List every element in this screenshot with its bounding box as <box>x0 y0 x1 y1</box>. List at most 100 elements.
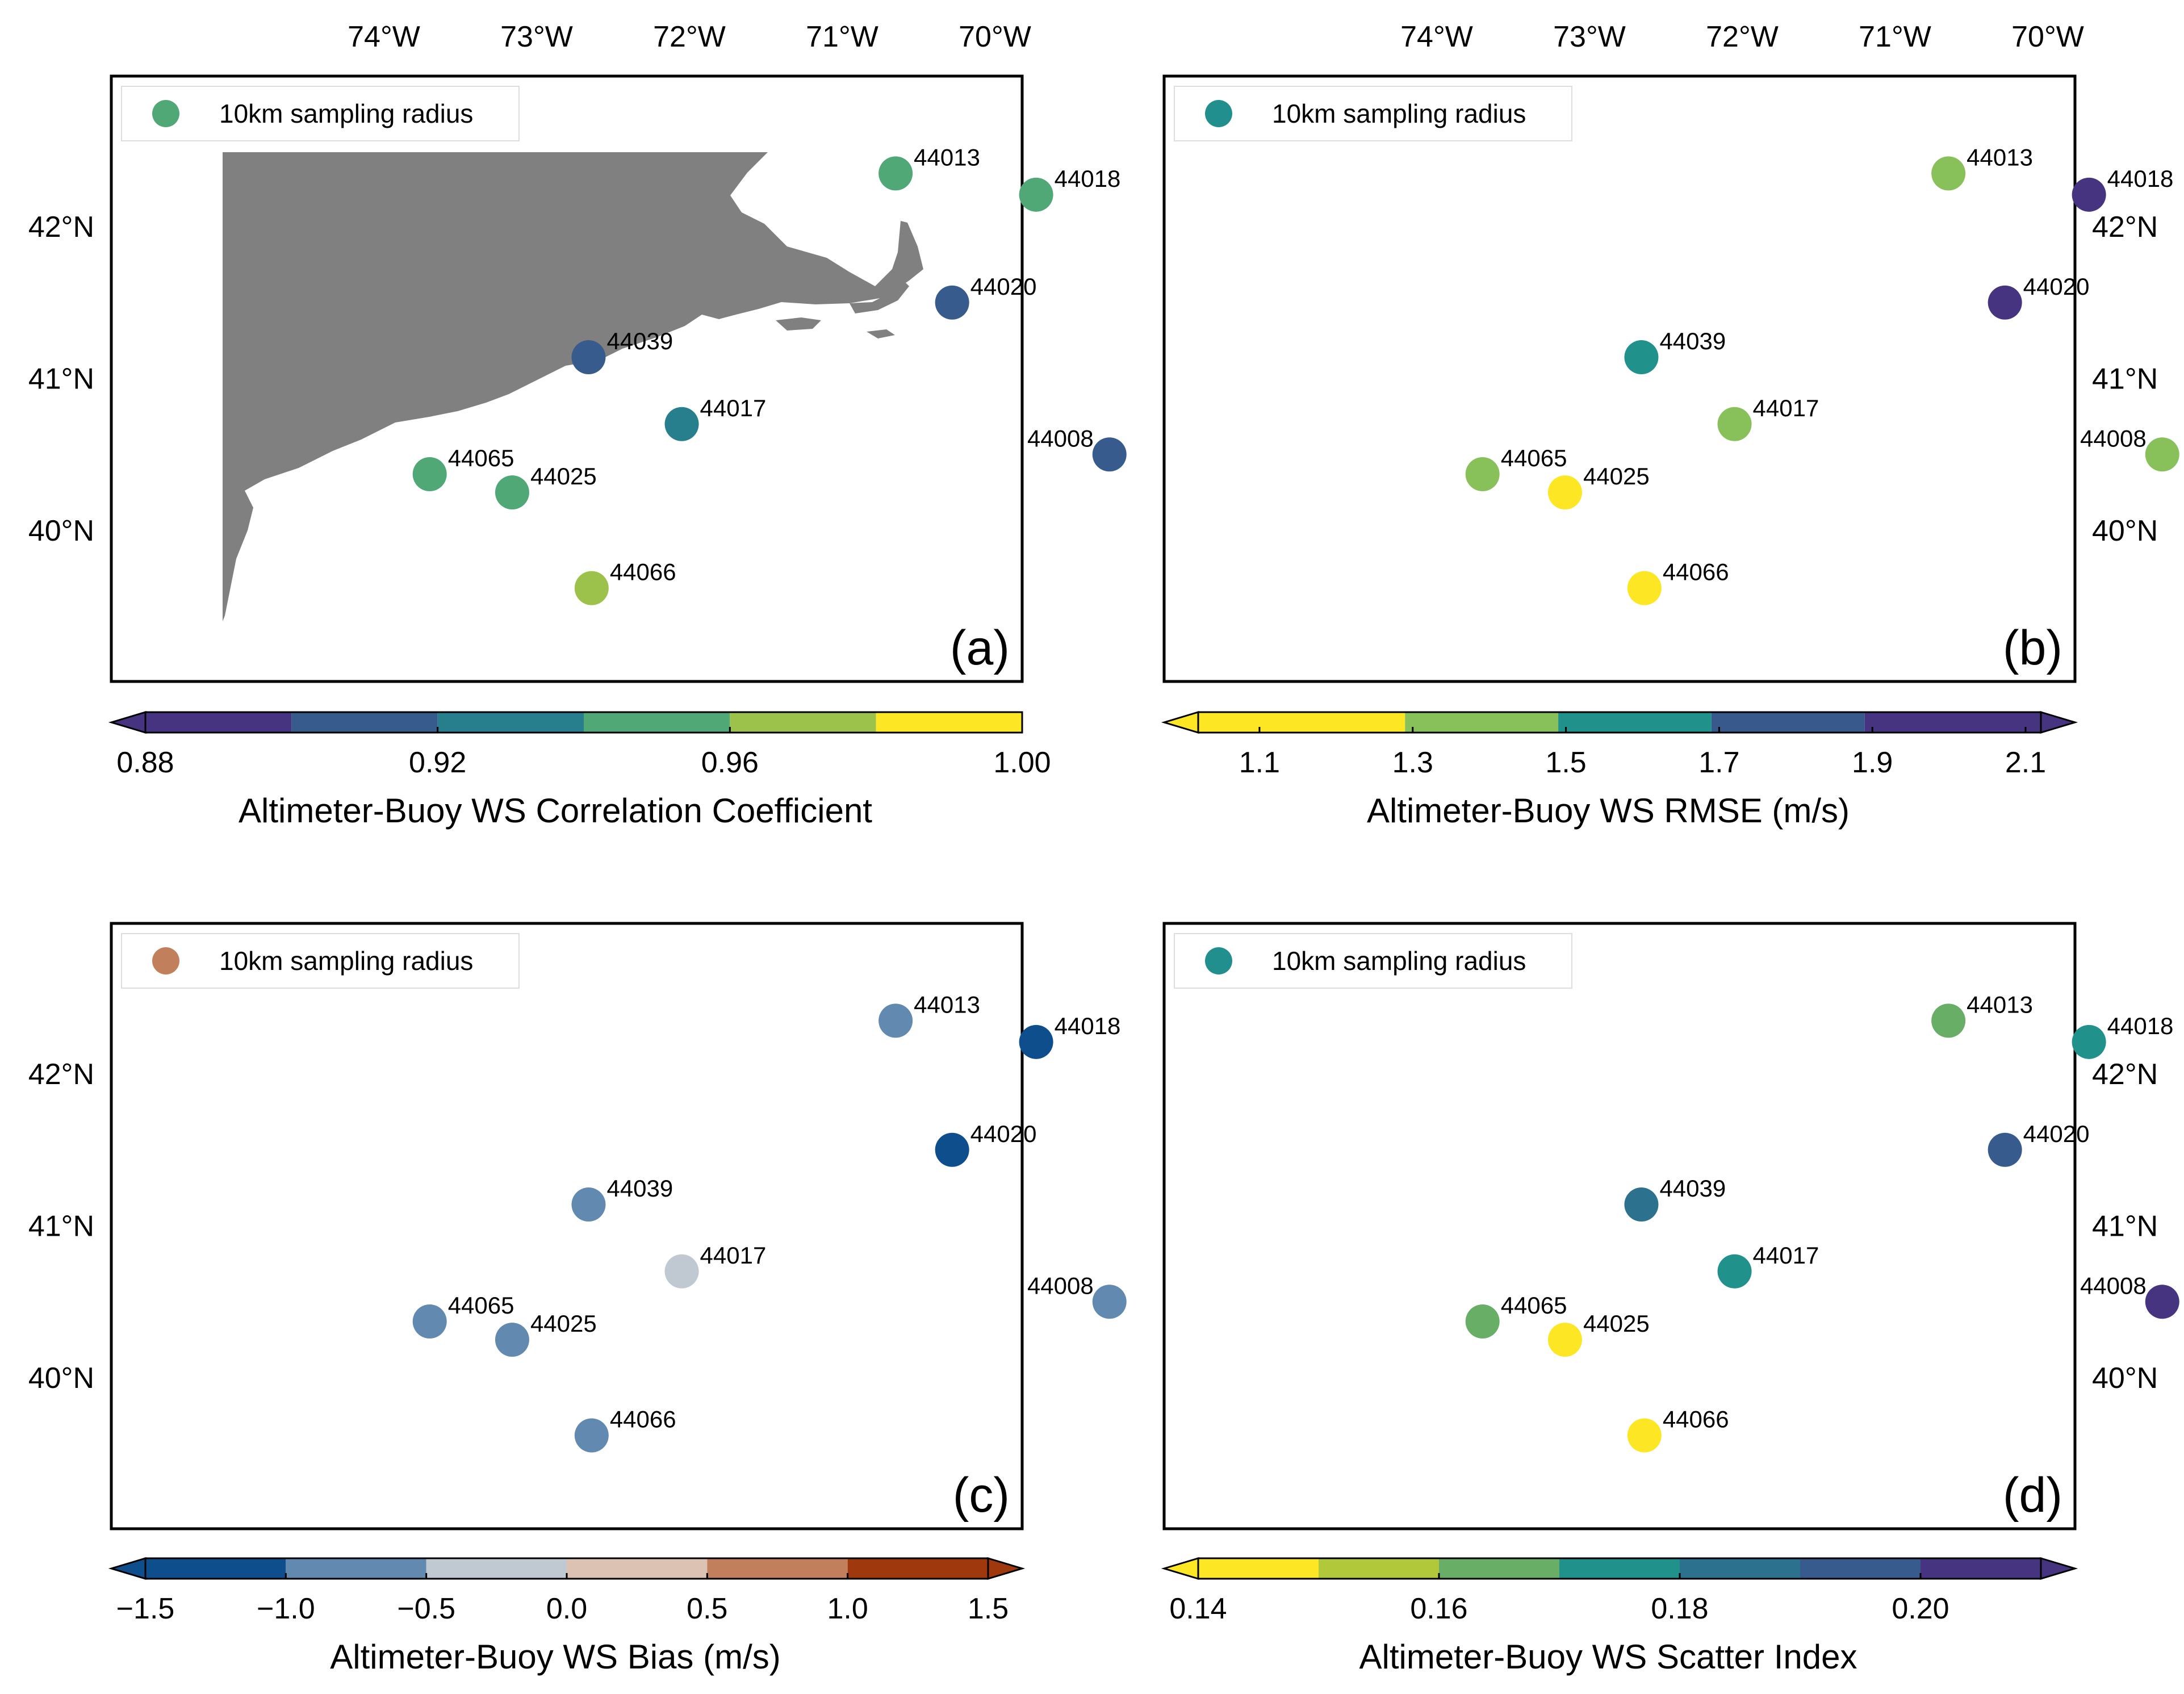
station-marker-44017 <box>1717 1254 1752 1289</box>
station-marker-44017 <box>664 407 699 441</box>
colorbar-tick-label: 1.3 <box>1392 746 1433 779</box>
colorbar: 0.14 0.16 0.18 0.20 Altimeter-Buoy WS Scatte… <box>1161 1557 2078 1676</box>
lat-tick-label: 40°N <box>2092 1362 2158 1395</box>
colorbar-label: Altimeter-Buoy WS Correlation Coefficien… <box>239 792 872 830</box>
station-marker-44065 <box>1465 1304 1500 1339</box>
lon-tick-label: 70°W <box>959 20 1031 53</box>
station-marker-44013 <box>1931 156 1966 191</box>
legend: 10km sampling radius <box>1174 933 1572 989</box>
map-frame <box>110 74 1024 683</box>
station-marker-44013 <box>1931 1003 1966 1038</box>
colorbar-bin <box>584 712 730 733</box>
station-label-44008: 44008 <box>2080 1272 2147 1299</box>
colorbar-bin <box>1800 1558 1921 1579</box>
station-label-44008: 44008 <box>1027 425 1094 451</box>
legend-label: 10km sampling radius <box>219 946 473 976</box>
colorbar-bin <box>876 712 1022 733</box>
station-label-44018: 44018 <box>2107 1013 2174 1039</box>
colorbar-tick-label: 0.18 <box>1651 1592 1708 1625</box>
lon-tick-label: 74°W <box>348 20 420 53</box>
colorbar-bin <box>567 1558 708 1579</box>
station-label-44013: 44013 <box>914 144 980 170</box>
lat-tick-label: 42°N <box>28 211 94 244</box>
colorbar-tick-label: −0.5 <box>397 1592 455 1625</box>
colorbar-tick-label: 0.92 <box>409 746 466 779</box>
legend-label: 10km sampling radius <box>1272 99 1526 128</box>
station-label-44018: 44018 <box>1055 1013 1121 1039</box>
station-label-44039: 44039 <box>1659 328 1726 354</box>
colorbar-bin <box>1439 1558 1559 1579</box>
station-marker-44065 <box>412 457 447 492</box>
station-marker-44020 <box>1988 1132 2022 1167</box>
colorbar-bin <box>437 712 584 733</box>
panel-label: (d) <box>2003 1468 2062 1522</box>
lat-tick-label: 40°N <box>2092 515 2158 547</box>
station-marker-44025 <box>1547 1323 1582 1357</box>
colorbar-extend-min <box>108 1557 147 1580</box>
colorbar-tick-label: −1.5 <box>116 1592 175 1625</box>
lon-tick-label: 74°W <box>1400 20 1473 53</box>
lat-tick-label: 40°N <box>28 1362 94 1395</box>
station-label-44018: 44018 <box>2107 165 2174 192</box>
station-marker-44008 <box>1092 437 1127 472</box>
station-label-44025: 44025 <box>1583 1310 1650 1337</box>
lon-tick-label: 71°W <box>1859 20 1931 53</box>
colorbar-tick-label: 0.88 <box>116 746 174 779</box>
colorbar-label: Altimeter-Buoy WS RMSE (m/s) <box>1367 792 1850 830</box>
colorbar-tick-label: 0.5 <box>687 1592 727 1625</box>
station-label-44020: 44020 <box>2023 273 2090 300</box>
lat-tick-label: 41°N <box>2092 363 2158 396</box>
station-label-44013: 44013 <box>914 991 980 1018</box>
map-panel-b: 74°W 73°W 72°W 71°W 70°W 40°N 41°N 42°N 10km sam… <box>1161 20 2179 830</box>
legend-marker <box>152 947 179 974</box>
station-marker-44066 <box>574 1418 609 1453</box>
lat-tick-label: 42°N <box>28 1058 94 1091</box>
panels: 74°W 73°W 72°W 71°W 70°W 40°N 41°N 42°N 10km sam… <box>28 20 2179 1676</box>
ocean <box>1164 923 2075 1529</box>
colorbar-bin <box>145 1558 286 1579</box>
station-label-44025: 44025 <box>1583 463 1650 490</box>
legend-marker <box>152 100 179 127</box>
station-label-44039: 44039 <box>606 1175 673 1202</box>
lon-tick-label: 73°W <box>1553 20 1626 53</box>
station-marker-44025 <box>1547 475 1582 510</box>
ocean <box>111 923 1022 1529</box>
colorbar-bin <box>145 712 292 733</box>
legend-label: 10km sampling radius <box>1272 946 1526 976</box>
station-label-44039: 44039 <box>1659 1175 1726 1202</box>
colorbar-tick-label: −1.0 <box>257 1592 315 1625</box>
station-label-44013: 44013 <box>1967 144 2033 170</box>
map-frame <box>110 922 1024 1530</box>
lon-tick-label: 70°W <box>2011 20 2084 53</box>
station-label-44066: 44066 <box>1663 1406 1729 1433</box>
station-marker-44066 <box>1627 1418 1662 1453</box>
colorbar-label: Altimeter-Buoy WS Bias (m/s) <box>330 1638 780 1676</box>
legend: 10km sampling radius <box>121 86 520 141</box>
station-marker-44008 <box>2145 437 2179 472</box>
lat-tick-label: 41°N <box>28 363 94 396</box>
colorbar-extend-min <box>108 710 147 734</box>
ocean <box>1164 76 2075 681</box>
station-label-44065: 44065 <box>448 1292 514 1319</box>
colorbar-bin <box>1921 1558 2041 1579</box>
colorbar-bin <box>1319 1558 1439 1579</box>
panel-label: (b) <box>2003 621 2062 675</box>
station-marker-44013 <box>878 1003 913 1038</box>
colorbar-extend-min <box>1161 710 1199 734</box>
station-marker-44039 <box>571 1187 606 1222</box>
station-marker-44065 <box>1465 457 1500 492</box>
station-marker-44065 <box>412 1304 447 1339</box>
station-marker-44018 <box>2072 1024 2106 1059</box>
station-marker-44018 <box>1019 1024 1053 1059</box>
colorbar-tick-label: 1.5 <box>1545 746 1586 779</box>
colorbar-bin <box>1198 712 1405 733</box>
station-marker-44025 <box>495 1323 529 1357</box>
station-label-44020: 44020 <box>970 1120 1037 1147</box>
colorbar-tick-label: 1.5 <box>968 1592 1009 1625</box>
colorbar-bin <box>1198 1558 1319 1579</box>
station-label-44066: 44066 <box>610 559 676 585</box>
colorbar: −1.5 −1.0 −0.5 0.0 0.5 1.0 1.5 Altimeter-Buoy W… <box>108 1557 1026 1676</box>
station-marker-44013 <box>878 156 913 191</box>
colorbar-label: Altimeter-Buoy WS Scatter Index <box>1359 1638 1857 1676</box>
station-marker-44066 <box>574 571 609 605</box>
